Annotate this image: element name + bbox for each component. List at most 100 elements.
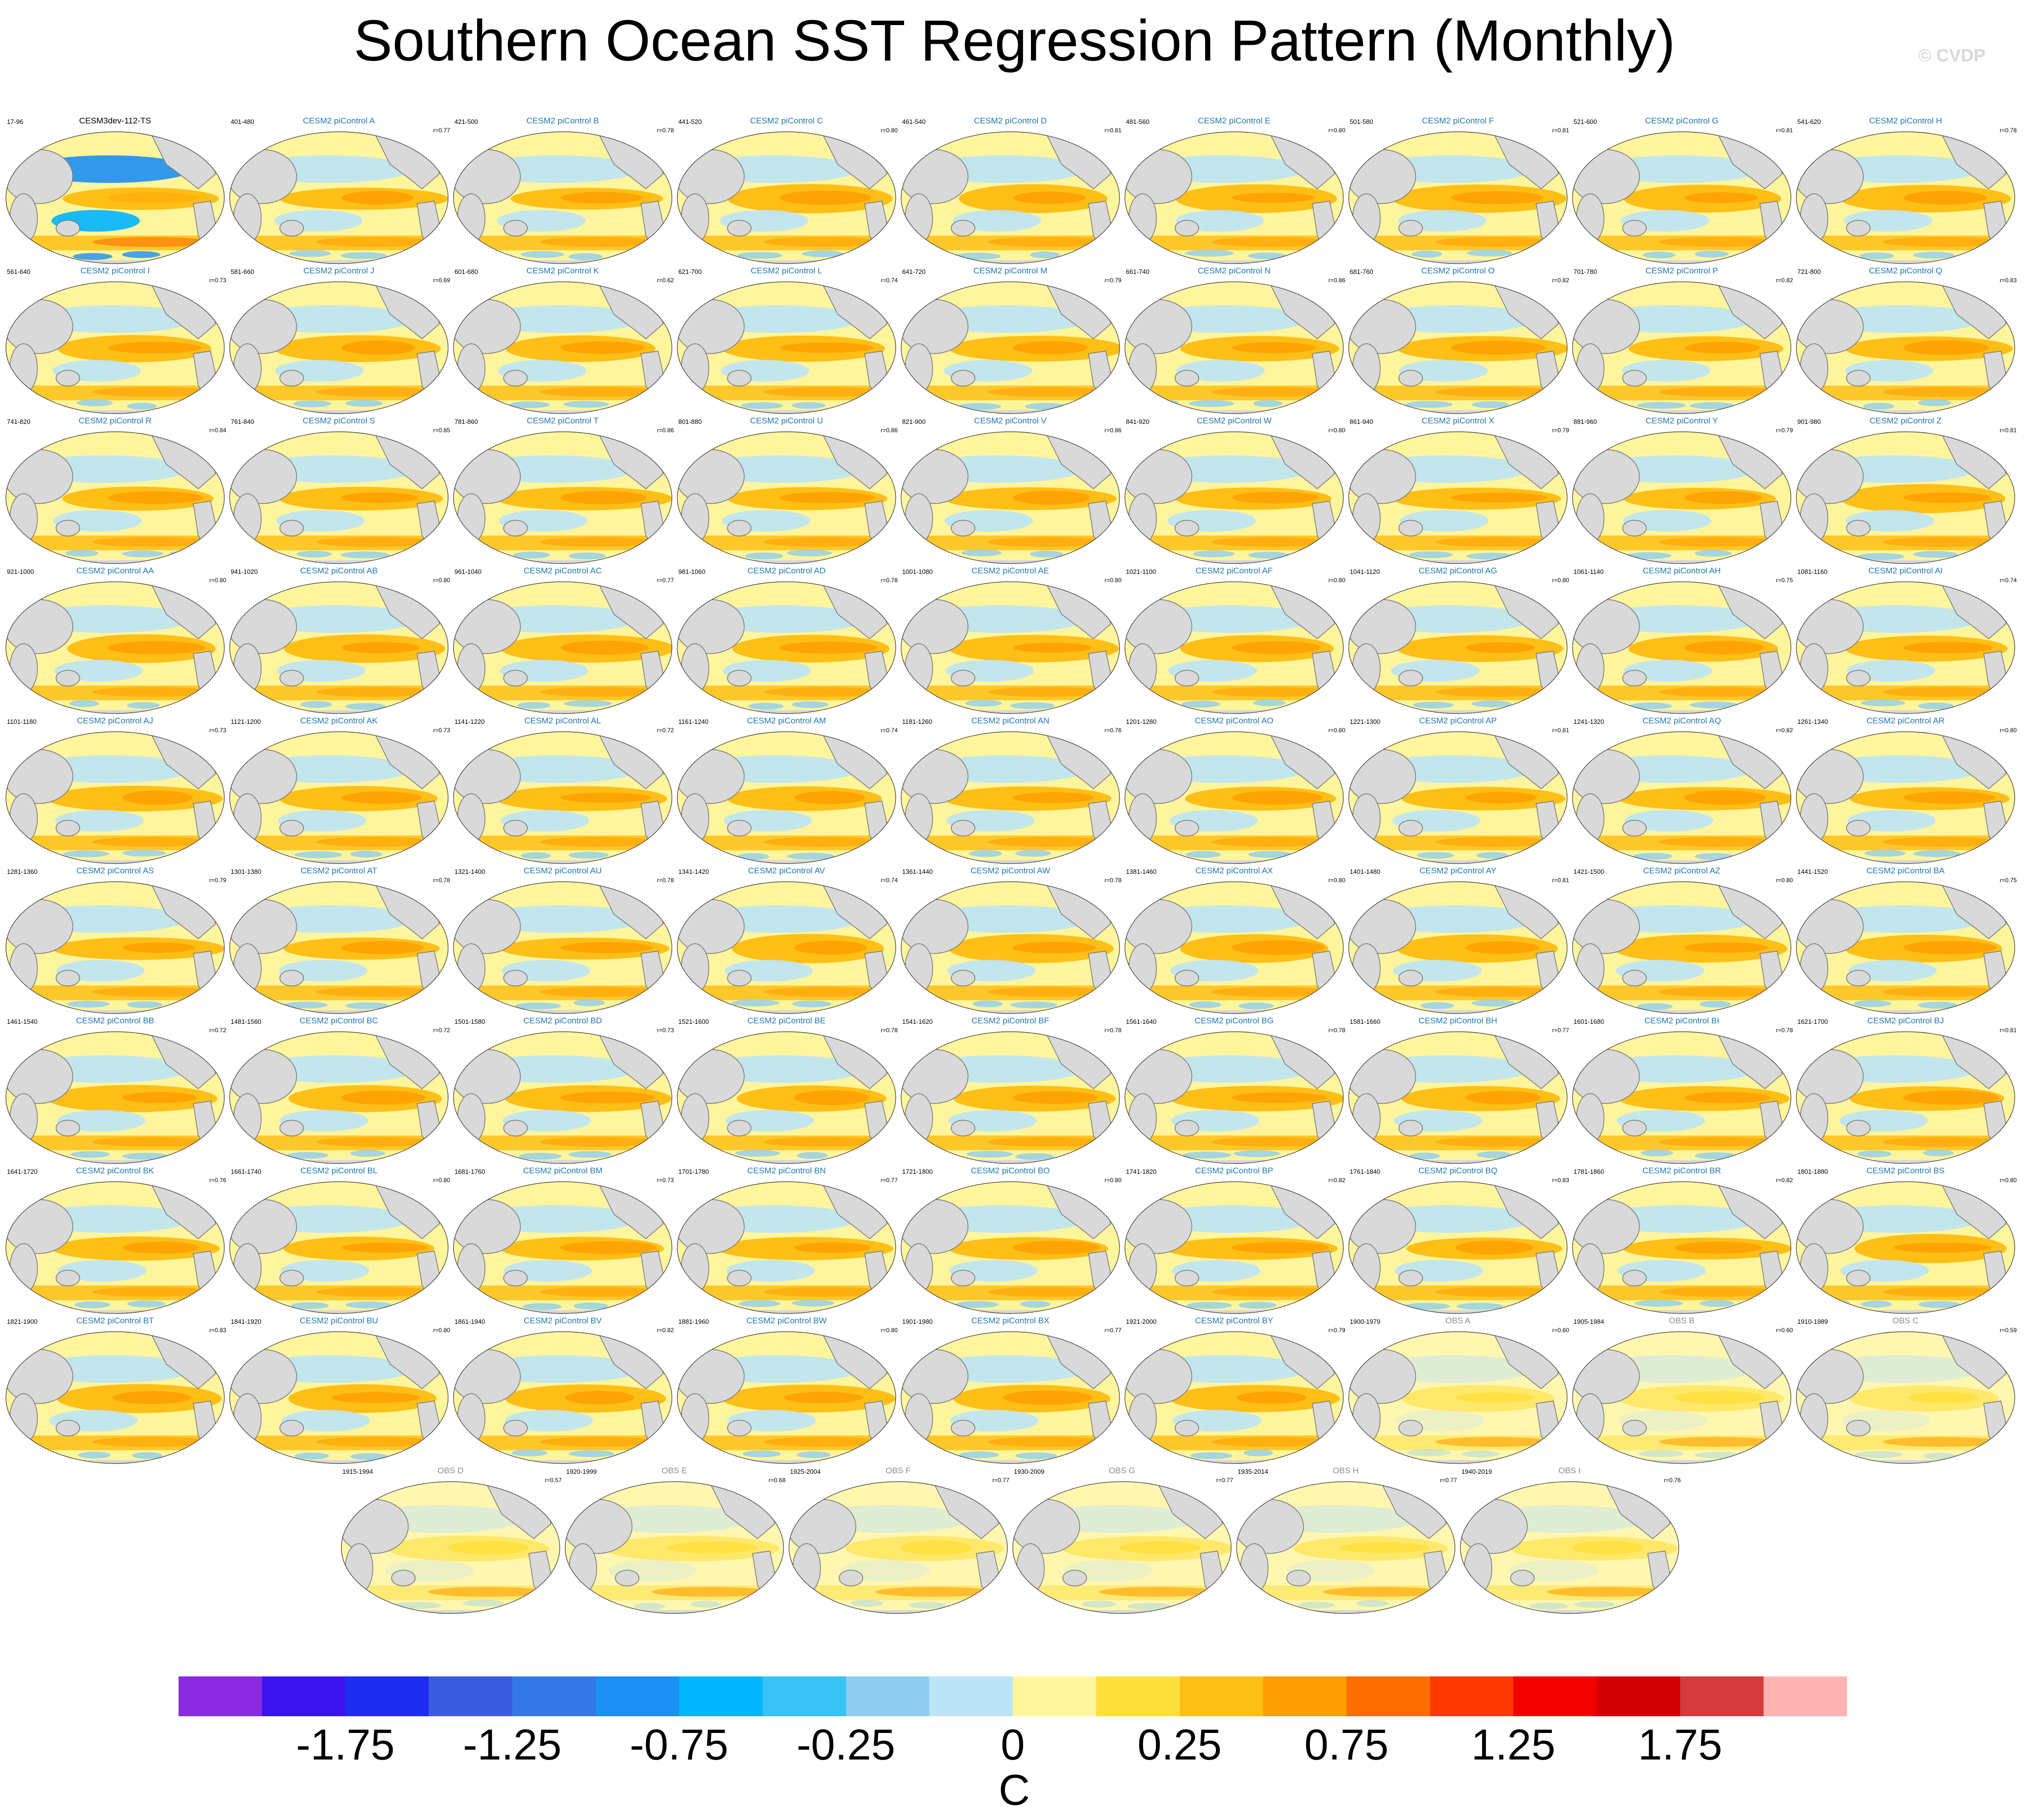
map-panel: OBS E 1920-1999 r=0.68 xyxy=(563,1466,786,1616)
map-panel: CESM2 piControl AL 1141-1220 r=0.72 xyxy=(452,716,674,866)
panel-title: CESM2 piControl W xyxy=(1196,416,1272,425)
panel-title: OBS C xyxy=(1892,1316,1919,1325)
panel-years: 1741-1820 xyxy=(1126,1168,1157,1175)
panel-title: CESM2 piControl J xyxy=(303,266,375,275)
panel-correlation: r=0.82 xyxy=(1776,277,1793,284)
panel-title: CESM2 piControl AY xyxy=(1419,866,1497,875)
map-globe xyxy=(453,581,672,714)
panel-years: 541-620 xyxy=(1797,118,1821,125)
panel-correlation: r=0.80 xyxy=(1328,127,1345,134)
panel-correlation: r=0.78 xyxy=(657,877,674,884)
map-panel: CESM2 piControl BN 1701-1780 r=0.77 xyxy=(675,1166,898,1316)
panel-title: CESM2 piControl AL xyxy=(524,716,601,725)
panel-correlation: r=0.60 xyxy=(1552,1327,1569,1334)
map-globe xyxy=(1348,131,1568,264)
map-globe xyxy=(1348,1331,1568,1464)
colorbar-tick-label: -0.25 xyxy=(796,1720,896,1769)
panel-years: 521-600 xyxy=(1574,118,1597,125)
panel-title: CESM2 piControl Z xyxy=(1869,416,1942,425)
panel-title: CESM2 piControl O xyxy=(1421,266,1495,275)
panel-correlation: r=0.79 xyxy=(209,877,226,884)
panel-correlation: r=0.80 xyxy=(433,577,450,584)
panel-title: OBS D xyxy=(437,1466,464,1475)
panel-title: CESM2 piControl U xyxy=(750,416,823,425)
panel-correlation: r=0.60 xyxy=(1776,1327,1793,1334)
colorbar xyxy=(179,1676,1847,1716)
map-globe xyxy=(677,1031,896,1164)
colorbar-tick-label: 1.75 xyxy=(1638,1720,1723,1769)
panel-years: 861-940 xyxy=(1350,418,1373,425)
panel-years: 1910-1989 xyxy=(1797,1318,1828,1325)
panel-title: CESM2 piControl AW xyxy=(970,866,1050,875)
map-globe xyxy=(5,131,225,264)
panel-years: 1221-1300 xyxy=(1350,718,1381,725)
panel-years: 1181-1260 xyxy=(902,718,933,725)
panel-title: CESM2 piControl AK xyxy=(300,716,378,725)
map-globe xyxy=(5,881,225,1014)
map-panel: CESM2 piControl BL 1661-1740 r=0.80 xyxy=(228,1166,450,1316)
panel-correlation: r=0.77 xyxy=(1440,1477,1457,1484)
panel-title: CESM2 piControl BL xyxy=(300,1166,378,1175)
map-globe xyxy=(1572,281,1791,414)
panel-years: 981-1060 xyxy=(678,568,705,575)
panel-title: CESM2 piControl T xyxy=(526,416,599,425)
panel-years: 1121-1200 xyxy=(231,718,261,725)
map-globe xyxy=(229,1031,449,1164)
map-panel: CESM2 piControl T 781-860 r=0.86 xyxy=(452,416,674,566)
map-panel: CESM2 piControl BE 1521-1600 r=0.78 xyxy=(675,1016,898,1166)
map-panel: CESM2 piControl BD 1501-1580 r=0.73 xyxy=(452,1016,674,1166)
panel-years: 1801-1880 xyxy=(1797,1168,1828,1175)
panel-years: 1761-1840 xyxy=(1350,1168,1381,1175)
map-globe xyxy=(1348,1031,1568,1164)
map-globe xyxy=(5,281,225,414)
panel-title: CESM2 piControl B xyxy=(526,116,599,125)
map-globe xyxy=(1796,581,2015,714)
panel-title: CESM2 piControl AD xyxy=(747,566,826,575)
map-panel: CESM2 piControl AC 961-1040 r=0.77 xyxy=(452,566,674,716)
panel-title: CESM2 piControl AG xyxy=(1419,566,1497,575)
panel-title: CESM2 piControl AI xyxy=(1868,566,1943,575)
panel-years: 1421-1500 xyxy=(1574,868,1605,875)
panel-title: CESM2 piControl AU xyxy=(523,866,602,875)
panel-years: 1261-1340 xyxy=(1797,718,1828,725)
panel-years: 1301-1380 xyxy=(231,868,262,875)
map-globe xyxy=(1124,1031,1344,1164)
panel-title: CESM2 piControl AN xyxy=(971,716,1050,725)
panel-correlation: r=0.62 xyxy=(657,277,674,284)
map-panel: CESM2 piControl AQ 1241-1320 r=0.82 xyxy=(1571,716,1793,866)
panel-correlation: r=0.77 xyxy=(1552,1027,1569,1034)
panel-title: CESM2 piControl BR xyxy=(1642,1166,1721,1175)
map-panel: CESM2 piControl AE 1001-1080 r=0.80 xyxy=(899,566,1121,716)
map-panel: OBS H 1935-2014 r=0.77 xyxy=(1235,1466,1457,1616)
panel-years: 1861-1940 xyxy=(454,1318,485,1325)
map-globe xyxy=(1572,1331,1791,1464)
map-globe xyxy=(229,431,449,564)
map-globe xyxy=(229,581,449,714)
map-panel: CESM2 piControl BY 1921-2000 r=0.79 xyxy=(1123,1316,1345,1466)
colorbar-tick-label: 0.75 xyxy=(1304,1720,1389,1769)
panel-years: 1521-1600 xyxy=(678,1018,709,1025)
map-globe xyxy=(677,581,896,714)
panel-correlation: r=0.72 xyxy=(657,727,674,734)
panel-years: 1915-1994 xyxy=(342,1468,373,1475)
panel-correlation: r=0.72 xyxy=(209,1027,226,1034)
colorbar-swatch xyxy=(679,1676,763,1716)
panel-years: 1841-1920 xyxy=(231,1318,262,1325)
panel-years: 581-660 xyxy=(231,268,254,275)
panel-years: 481-560 xyxy=(1126,118,1150,125)
panel-years: 741-820 xyxy=(7,418,30,425)
panel-title: CESM2 piControl C xyxy=(750,116,823,125)
panel-correlation: r=0.78 xyxy=(1104,877,1121,884)
panel-title: CESM2 piControl BJ xyxy=(1867,1016,1944,1025)
panel-correlation: r=0.77 xyxy=(992,1477,1009,1484)
panel-title: CESM2 piControl BW xyxy=(746,1316,827,1325)
panel-correlation: r=0.80 xyxy=(1999,1177,2017,1184)
map-panel: CESM2 piControl P 701-780 r=0.82 xyxy=(1571,266,1793,416)
map-panel: CESM2 piControl AW 1361-1440 r=0.78 xyxy=(899,866,1121,1016)
panel-correlation: r=0.84 xyxy=(209,427,226,434)
panel-title: CESM2 piControl Q xyxy=(1869,266,1942,275)
map-globe xyxy=(565,1481,784,1614)
colorbar-swatch xyxy=(1346,1676,1430,1716)
map-globe xyxy=(1348,581,1568,714)
panel-years: 441-520 xyxy=(678,118,702,125)
